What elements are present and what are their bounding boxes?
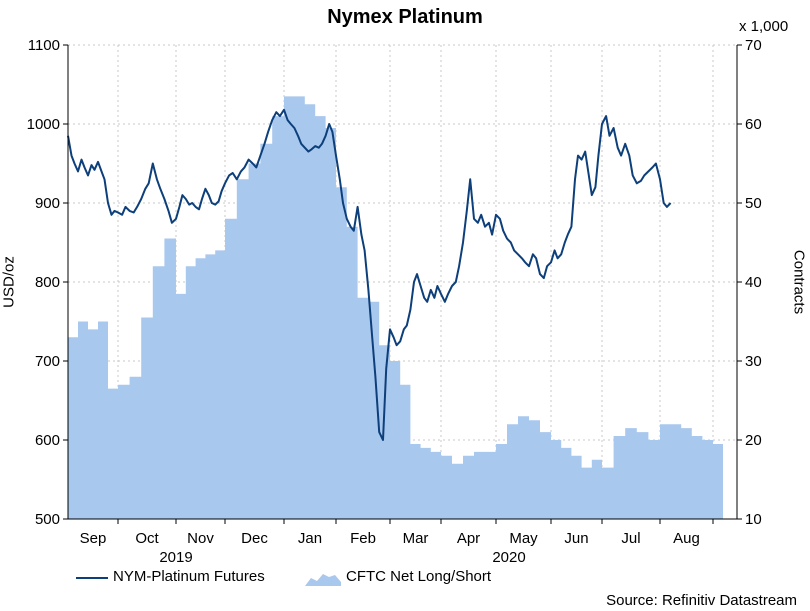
right-tick-label: 60 xyxy=(745,116,762,133)
series-line-nym-platinum-futures xyxy=(67,108,672,441)
legend-swatch-line xyxy=(76,577,108,579)
x-tick-label: Jun xyxy=(564,530,588,547)
right-axis-label: Contracts xyxy=(790,249,808,315)
legend-label-platinum-futures: NYM-Platinum Futures xyxy=(113,568,265,585)
x-tick-label: Nov xyxy=(187,530,214,547)
right-axis-multiplier: x 1,000 xyxy=(739,18,789,35)
right-tick-label: 40 xyxy=(745,274,762,291)
left-tick-label: 800 xyxy=(35,274,60,291)
left-tick-label: 500 xyxy=(35,511,60,528)
year-label-2019: 2019 xyxy=(159,549,193,566)
right-axis-ticks: 10 20 30 40 50 60 70 xyxy=(737,37,762,528)
right-tick-label: 10 xyxy=(745,511,762,528)
legend-swatch-area xyxy=(305,574,341,586)
x-tick-label: May xyxy=(509,530,538,547)
x-tick-label: Mar xyxy=(403,530,429,547)
x-tick-label: Jul xyxy=(621,530,640,547)
left-tick-label: 1000 xyxy=(27,116,60,133)
left-tick-label: 1100 xyxy=(28,37,60,54)
right-tick-label: 30 xyxy=(745,353,762,370)
right-tick-label: 50 xyxy=(745,195,762,212)
x-tick-label: Sep xyxy=(80,530,107,547)
left-tick-label: 600 xyxy=(35,432,60,449)
left-axis-ticks: 500 600 700 800 900 1000 1100 xyxy=(27,37,68,528)
x-tick-label: Feb xyxy=(350,530,376,547)
left-tick-label: 900 xyxy=(35,195,60,212)
legend-label-cftc: CFTC Net Long/Short xyxy=(346,568,492,585)
x-tick-label: Jan xyxy=(298,530,322,547)
x-tick-label: Aug xyxy=(673,530,700,547)
x-tick-label: Oct xyxy=(135,530,159,547)
year-label-2020: 2020 xyxy=(492,549,526,566)
chart-title: Nymex Platinum xyxy=(327,6,483,28)
left-axis-label: USD/oz xyxy=(0,256,18,308)
right-tick-label: 20 xyxy=(745,432,762,449)
source-note: Source: Refinitiv Datastream xyxy=(606,592,797,609)
x-tick-label: Apr xyxy=(457,530,480,547)
series-area-cftc-net-long-short xyxy=(68,96,723,519)
right-tick-label: 70 xyxy=(745,37,762,54)
left-tick-label: 700 xyxy=(35,353,60,370)
x-axis-month-ticks: Sep Oct Nov Dec Jan Feb Mar Apr May Jun Jul Aug xyxy=(80,519,714,547)
x-tick-label: Dec xyxy=(241,530,268,547)
